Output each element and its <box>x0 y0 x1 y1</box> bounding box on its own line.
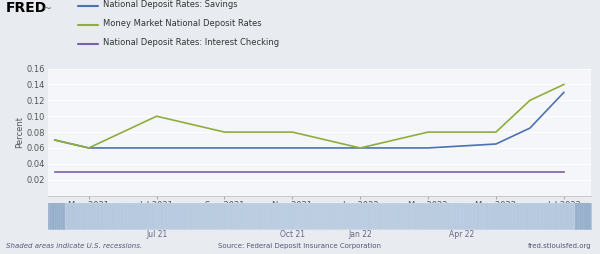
Text: Money Market National Deposit Rates: Money Market National Deposit Rates <box>103 19 261 28</box>
Text: fred.stlouisfed.org: fred.stlouisfed.org <box>527 243 591 249</box>
Text: FRED: FRED <box>6 1 47 15</box>
Text: Source: Federal Deposit Insurance Corporation: Source: Federal Deposit Insurance Corpor… <box>218 243 382 249</box>
Text: National Deposit Rates: Savings: National Deposit Rates: Savings <box>103 0 237 9</box>
Text: ~: ~ <box>43 4 52 14</box>
Text: Shaded areas indicate U.S. recessions.: Shaded areas indicate U.S. recessions. <box>6 243 142 249</box>
Text: National Deposit Rates: Interest Checking: National Deposit Rates: Interest Checkin… <box>103 38 279 47</box>
Y-axis label: Percent: Percent <box>15 116 24 148</box>
